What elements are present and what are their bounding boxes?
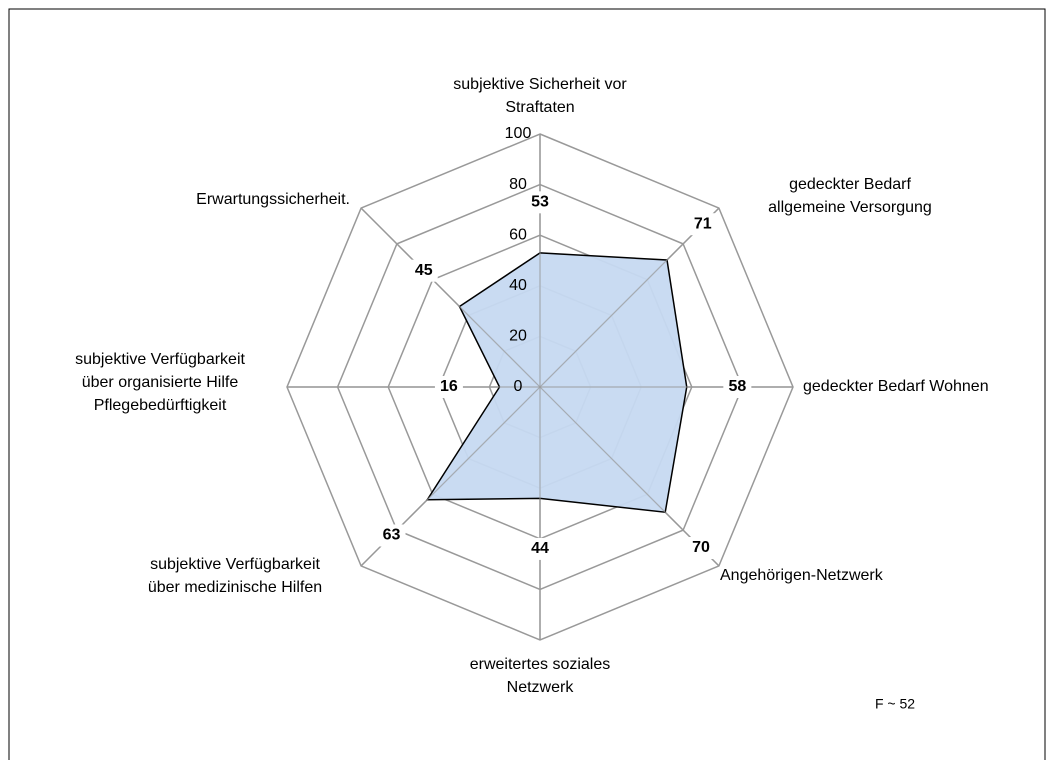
- category-label-line: Erwartungssicherheit.: [196, 191, 350, 208]
- category-label: erweitertes soziales Netzwerk: [470, 656, 611, 696]
- category-label-line: über medizinische Hilfen: [148, 579, 322, 596]
- r-tick-label: 0: [514, 378, 523, 395]
- value-label-bg: [688, 213, 717, 236]
- value-label: 44: [531, 540, 549, 557]
- category-label-line: Netzwerk: [507, 679, 575, 696]
- value-label-bg: [526, 191, 554, 214]
- category-label: subjektive Sicherheit vor Straftaten: [453, 76, 627, 116]
- category-label-line: allgemeine Versorgung: [768, 199, 932, 216]
- value-label: 45: [415, 262, 433, 279]
- category-label-line: subjektive Verfügbarkeit: [75, 351, 245, 368]
- category-label: subjektive Verfügbarkeit über organisiert…: [75, 351, 245, 414]
- category-label: Erwartungssicherheit.: [196, 191, 350, 208]
- r-tick-label: 40: [509, 277, 527, 294]
- r-tick-label: 20: [509, 328, 527, 345]
- category-label-line: Angehörigen-Netzwerk: [720, 567, 884, 584]
- category-label-line: Pflegebedürftigkeit: [94, 397, 227, 414]
- radar-area: [425, 252, 688, 514]
- axis-spoke-inner: [539, 207, 720, 388]
- category-label-line: subjektive Sicherheit vor: [453, 76, 627, 93]
- value-label: 58: [728, 378, 746, 395]
- category-label: gedeckter Bedarf Wohnen: [803, 378, 989, 395]
- value-label: 71: [694, 215, 712, 232]
- value-label-bg: [526, 537, 554, 560]
- value-label: 70: [692, 539, 710, 556]
- axis-spoke-inner: [360, 207, 541, 388]
- value-label-bg: [723, 376, 752, 398]
- category-label-line: gedeckter Bedarf Wohnen: [803, 378, 989, 395]
- category-label-line: über organisierte Hilfe: [82, 374, 239, 391]
- value-label-bg: [687, 537, 716, 560]
- category-label-line: Straftaten: [505, 99, 574, 116]
- value-label: 53: [531, 194, 549, 211]
- category-label-line: subjektive Verfügbarkeit: [150, 556, 320, 573]
- value-label-bg: [377, 524, 406, 547]
- category-label: gedeckter Bedarf allgemeine Versorgung: [768, 176, 932, 216]
- value-label-bg: [434, 376, 463, 398]
- category-label-line: gedeckter Bedarf: [789, 176, 911, 193]
- frame: [8, 8, 1046, 760]
- value-label-bg: [409, 259, 438, 282]
- r-tick-label: 60: [509, 226, 527, 243]
- axis-spoke-inner: [539, 386, 720, 567]
- value-label: 16: [440, 378, 458, 395]
- category-label-line: erweitertes soziales: [470, 656, 611, 673]
- r-tick-label: 100: [505, 125, 532, 142]
- r-tick-label: 80: [509, 176, 527, 193]
- category-label: Angehörigen-Netzwerk: [720, 567, 884, 584]
- value-label: 63: [383, 527, 401, 544]
- category-label: subjektive Verfügbarkeit über medizinisch…: [148, 556, 322, 596]
- annotation: F ~ 52: [875, 696, 915, 712]
